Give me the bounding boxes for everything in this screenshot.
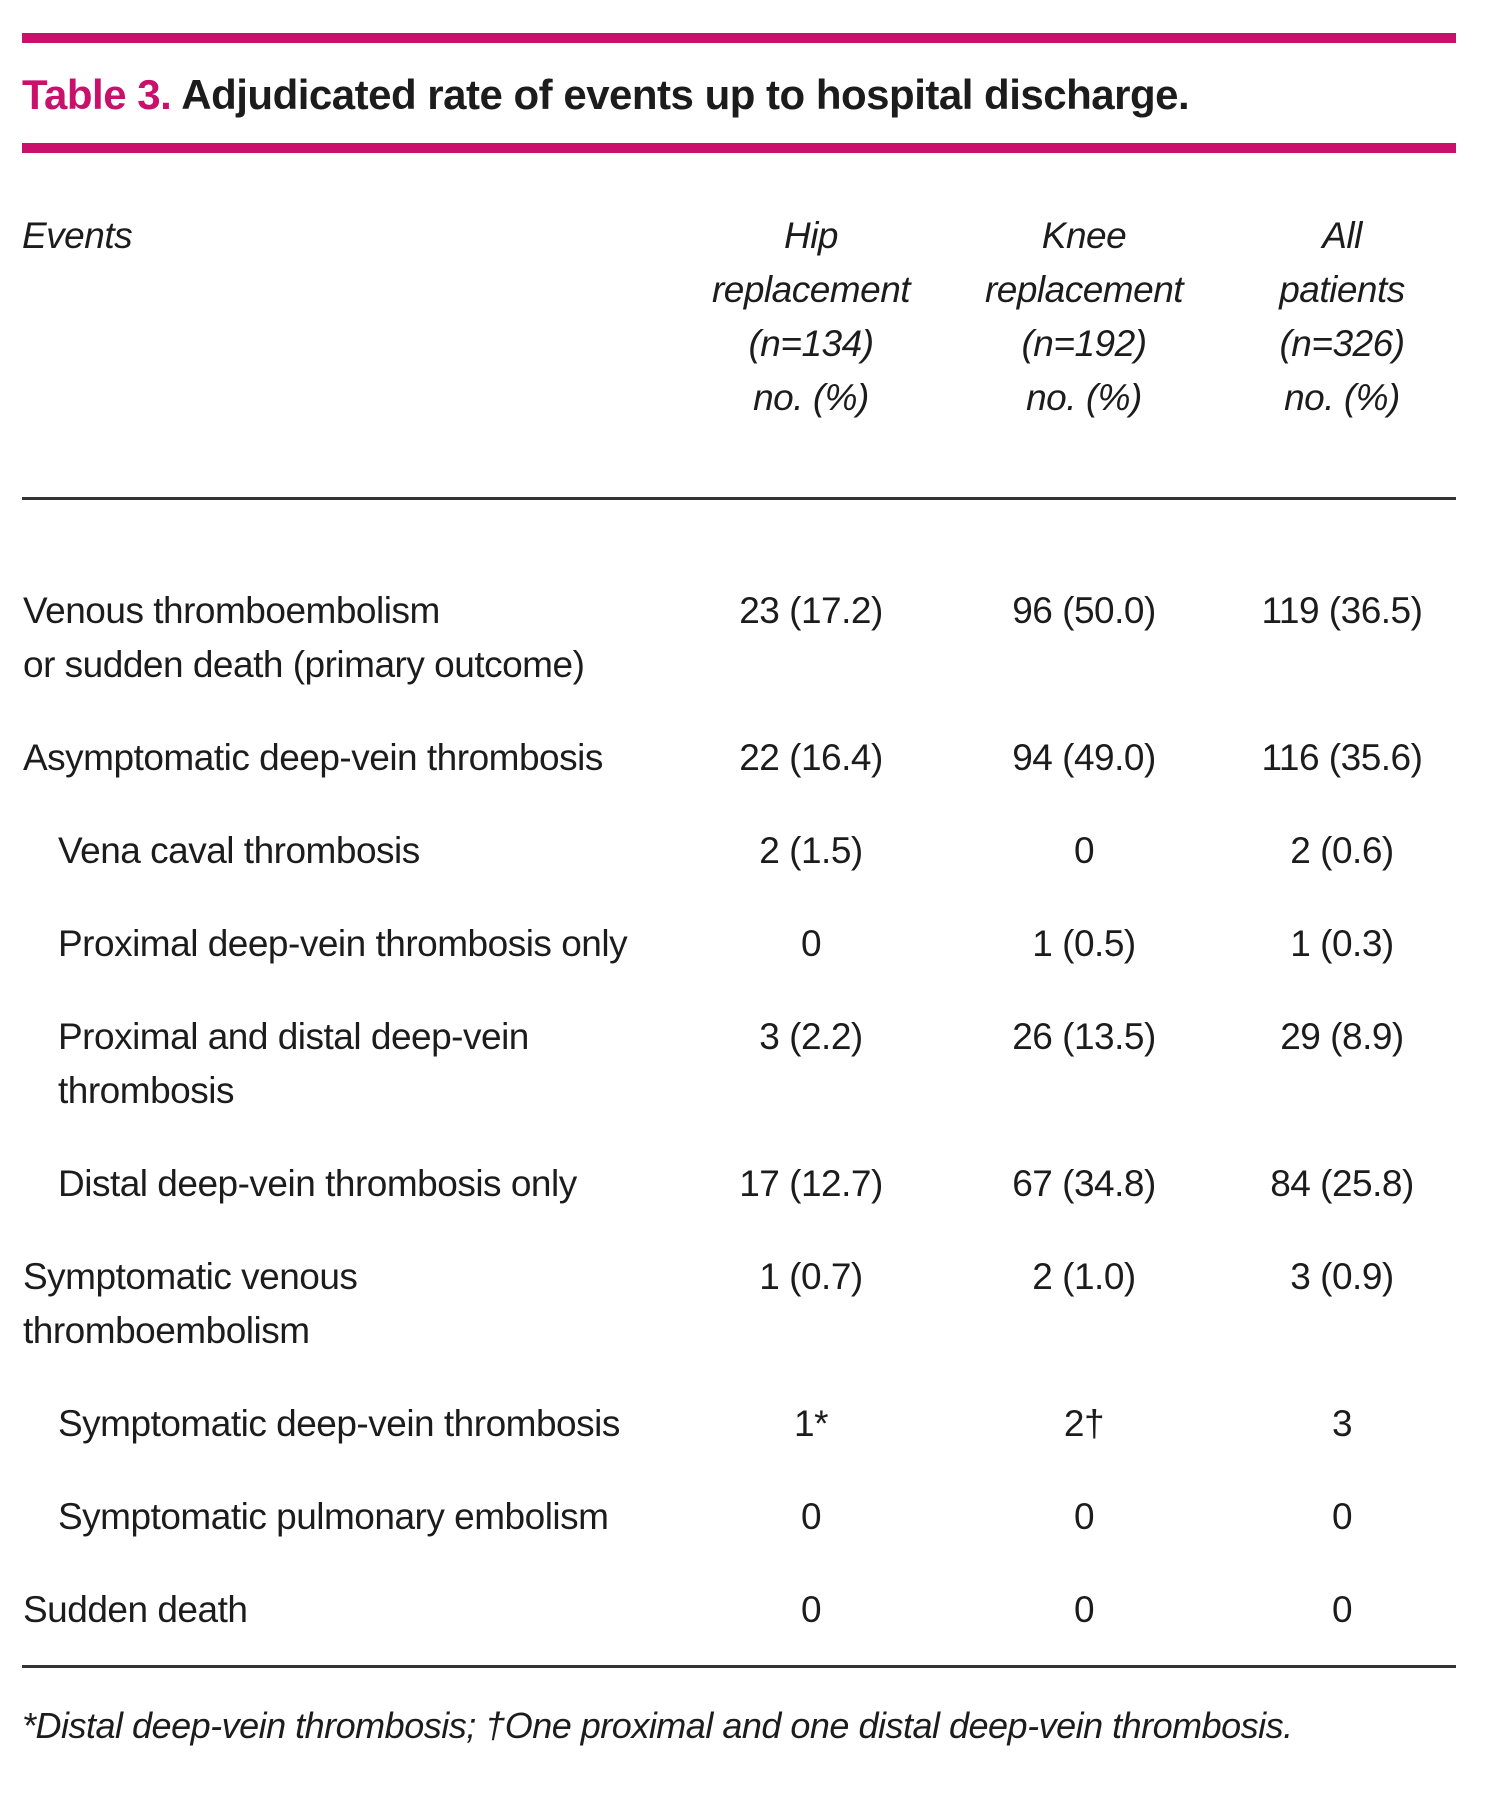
table-title: Table 3. Adjudicated rate of events up to…: [22, 33, 1456, 153]
value-cell: 67 (34.8): [1012, 1163, 1156, 1204]
table-figure: Table 3. Adjudicated rate of events up to…: [22, 33, 1456, 1746]
column-header-line: Hip: [783, 215, 839, 256]
value-cell: 94 (49.0): [1012, 737, 1156, 778]
table-row: Symptomatic venous thromboembolism 1 (0.…: [22, 1249, 1456, 1396]
table-header: Events Hip replacement (n=134) no. (%) K…: [22, 153, 1456, 500]
value-cell: 17 (12.7): [739, 1163, 883, 1204]
column-header-hip: Hip replacement (n=134) no. (%): [682, 153, 940, 500]
value-cell: 2†: [1063, 1403, 1105, 1444]
value-cell: 119 (36.5): [1261, 590, 1423, 631]
event-label-line: Asymptomatic deep-vein thrombosis: [23, 737, 603, 778]
event-label-line: thrombosis: [58, 1070, 234, 1111]
column-header-line: (n=134): [748, 323, 874, 364]
value-cell: 22 (16.4): [739, 737, 883, 778]
event-label-line: Symptomatic venous: [23, 1256, 358, 1297]
event-label: Sudden death: [22, 1582, 682, 1667]
value-cell: 0: [1073, 1589, 1095, 1630]
column-header-knee: Knee replacement (n=192) no. (%): [940, 153, 1228, 500]
value-cell: 0: [1073, 1496, 1095, 1537]
table-row: Distal deep-vein thrombosis only 17 (12.…: [22, 1156, 1456, 1249]
table-row: Proximal deep-vein thrombosis only 0 1 (…: [22, 916, 1456, 1009]
column-header-events: Events: [22, 153, 682, 500]
event-label-line: Sudden death: [23, 1589, 248, 1630]
value-cell: 3 (2.2): [759, 1016, 863, 1057]
table-row: Asymptomatic deep-vein thrombosis 22 (16…: [22, 730, 1456, 823]
header-row: Events Hip replacement (n=134) no. (%) K…: [22, 153, 1456, 500]
value-cell: 0: [1331, 1496, 1353, 1537]
value-cell: 0: [800, 1589, 822, 1630]
column-header-line: patients: [1279, 269, 1405, 310]
column-header-line: replacement: [984, 269, 1184, 310]
table-body: Venous thromboembolism or sudden death (…: [22, 499, 1456, 1667]
table-number: Table 3.: [22, 71, 172, 118]
event-label: Symptomatic deep-vein thrombosis: [22, 1396, 682, 1489]
value-cell: 1 (0.7): [759, 1256, 863, 1297]
event-label-line: Proximal deep-vein thrombosis only: [58, 923, 628, 964]
table-row: Proximal and distal deep-vein thrombosis…: [22, 1009, 1456, 1156]
table-row: Sudden death 0 0 0: [22, 1582, 1456, 1667]
column-header-line: no. (%): [753, 377, 869, 418]
value-cell: 2 (1.0): [1032, 1256, 1136, 1297]
column-header-line: replacement: [711, 269, 911, 310]
value-cell: 3 (0.9): [1290, 1256, 1394, 1297]
event-label: Proximal and distal deep-vein thrombosis: [22, 1009, 682, 1156]
value-cell: 116 (35.6): [1261, 737, 1423, 778]
value-cell: 0: [1073, 830, 1095, 871]
event-label-line: Proximal and distal deep-vein: [58, 1016, 529, 1057]
event-label: Asymptomatic deep-vein thrombosis: [22, 730, 682, 823]
column-header-line: All: [1322, 215, 1362, 256]
value-cell: 2 (1.5): [759, 830, 863, 871]
table-row: Venous thromboembolism or sudden death (…: [22, 499, 1456, 731]
event-label-line: or sudden death (primary outcome): [23, 644, 585, 685]
column-header-line: (n=192): [1021, 323, 1147, 364]
table-row: Symptomatic pulmonary embolism 0 0 0: [22, 1489, 1456, 1582]
value-cell: 2 (0.6): [1290, 830, 1394, 871]
event-label: Proximal deep-vein thrombosis only: [22, 916, 682, 1009]
event-label-line: Venous thromboembolism: [23, 590, 440, 631]
value-cell: 1 (0.3): [1290, 923, 1394, 964]
table-row: Symptomatic deep-vein thrombosis 1* 2† 3: [22, 1396, 1456, 1489]
value-cell: 0: [800, 923, 822, 964]
event-label-line: Symptomatic deep-vein thrombosis: [58, 1403, 620, 1444]
event-label: Distal deep-vein thrombosis only: [22, 1156, 682, 1249]
table-footnote: *Distal deep-vein thrombosis; †One proxi…: [22, 1705, 1293, 1746]
event-label-line: thromboembolism: [23, 1310, 310, 1351]
event-label: Symptomatic pulmonary embolism: [22, 1489, 682, 1582]
value-cell: 23 (17.2): [739, 590, 883, 631]
value-cell: 1*: [794, 1403, 828, 1444]
value-cell: 84 (25.8): [1270, 1163, 1414, 1204]
value-cell: 0: [800, 1496, 822, 1537]
event-label-line: Symptomatic pulmonary embolism: [58, 1496, 609, 1537]
column-header-line: Knee: [1041, 215, 1127, 256]
column-header-line: (n=326): [1279, 323, 1405, 364]
events-table: Events Hip replacement (n=134) no. (%) K…: [22, 153, 1456, 1668]
column-header-line: no. (%): [1284, 377, 1400, 418]
table-row: Vena caval thrombosis 2 (1.5) 0 2 (0.6): [22, 823, 1456, 916]
event-label-line: Distal deep-vein thrombosis only: [58, 1163, 577, 1204]
value-cell: 1 (0.5): [1032, 923, 1136, 964]
table-title-text: Adjudicated rate of events up to hospita…: [181, 71, 1190, 118]
column-header-all: All patients (n=326) no. (%): [1228, 153, 1456, 500]
value-cell: 3: [1331, 1403, 1353, 1444]
column-header-line: no. (%): [1026, 377, 1142, 418]
value-cell: 0: [1331, 1589, 1353, 1630]
event-label-line: Vena caval thrombosis: [58, 830, 420, 871]
event-label: Symptomatic venous thromboembolism: [22, 1249, 682, 1396]
event-label: Vena caval thrombosis: [22, 823, 682, 916]
value-cell: 96 (50.0): [1012, 590, 1156, 631]
value-cell: 29 (8.9): [1280, 1016, 1404, 1057]
event-label: Venous thromboembolism or sudden death (…: [22, 499, 682, 731]
value-cell: 26 (13.5): [1012, 1016, 1156, 1057]
